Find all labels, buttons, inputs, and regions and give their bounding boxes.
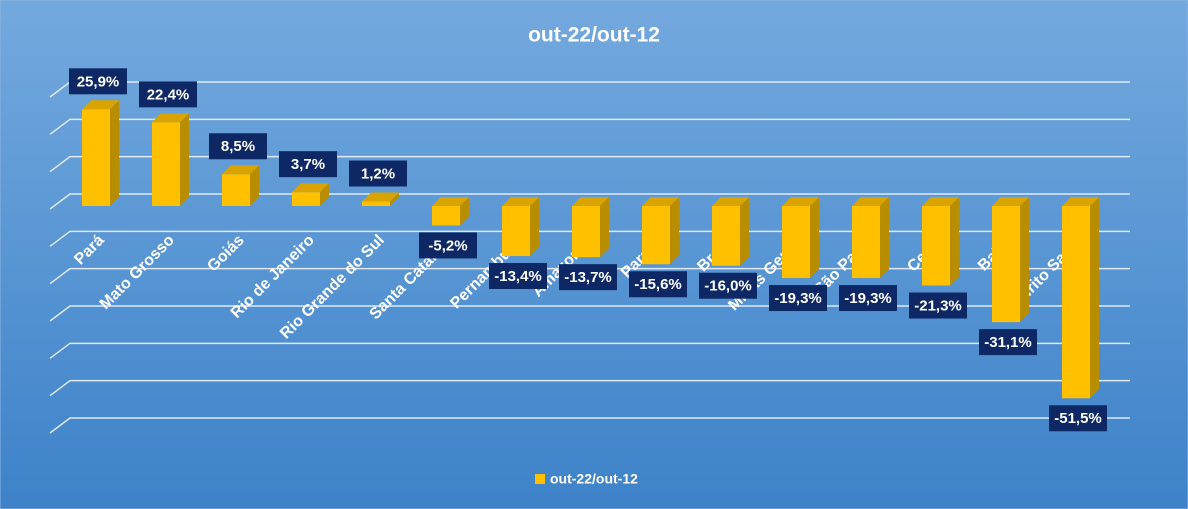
grid-line — [49, 267, 1130, 285]
bar-top — [222, 165, 259, 175]
bar-top — [432, 197, 469, 206]
value-label-box — [349, 160, 407, 187]
bar — [642, 206, 670, 265]
grid-line — [49, 417, 1130, 434]
bar-side — [1090, 197, 1099, 399]
legend-label: out-22/out-12 — [550, 471, 638, 487]
value-label: -5,2% — [428, 237, 467, 254]
value-label: 3,7% — [291, 156, 325, 173]
value-label-box — [699, 272, 757, 299]
value-label: -31,1% — [984, 334, 1032, 351]
bar-side — [600, 197, 609, 258]
value-label: 25,9% — [77, 73, 120, 90]
bar-side — [460, 197, 469, 226]
value-label-box — [489, 263, 547, 290]
bar-top — [502, 197, 539, 206]
bar — [82, 109, 110, 206]
bar — [922, 206, 950, 286]
value-label-box — [909, 292, 967, 319]
value-label: -19,3% — [774, 290, 822, 307]
value-label-box — [139, 81, 197, 108]
bar-side — [740, 197, 749, 266]
bar-top — [852, 197, 889, 206]
bar-top — [1062, 197, 1099, 206]
bar-side — [180, 113, 189, 206]
value-label-box — [1049, 405, 1107, 432]
bar — [782, 206, 810, 279]
value-label: -13,4% — [494, 268, 542, 285]
bar — [852, 206, 880, 279]
bar-side — [110, 100, 119, 206]
bar-side — [670, 197, 679, 265]
value-label: -15,6% — [634, 276, 682, 293]
bar — [222, 174, 250, 206]
value-label-box — [279, 151, 337, 178]
value-label: -13,7% — [564, 269, 612, 286]
bar-top — [782, 197, 819, 206]
bar — [152, 122, 180, 206]
grid-line — [49, 342, 1130, 359]
value-label: 1,2% — [361, 165, 395, 182]
bar — [362, 201, 390, 206]
bar-top — [922, 197, 959, 206]
grid-line — [49, 230, 1130, 247]
bar — [1062, 206, 1090, 399]
bar-top — [82, 100, 119, 110]
bar-side — [950, 197, 959, 286]
bar-top — [572, 197, 609, 206]
bar-top — [362, 192, 399, 202]
value-label: -19,3% — [844, 290, 892, 307]
value-label-box — [629, 271, 687, 298]
value-label: -51,5% — [1054, 410, 1102, 427]
bar-side — [320, 183, 329, 206]
value-label: 22,4% — [147, 86, 190, 103]
bar-top — [992, 197, 1029, 206]
bar-side — [530, 197, 539, 257]
bar — [712, 206, 740, 266]
bar — [432, 206, 460, 226]
grid-line — [49, 379, 1130, 397]
legend-swatch — [535, 474, 545, 484]
bar-side — [880, 197, 889, 279]
value-label-box — [839, 285, 897, 312]
bar-top — [292, 183, 329, 193]
value-label-box — [419, 232, 477, 259]
value-label-box — [769, 285, 827, 312]
bar — [502, 206, 530, 257]
bar-side — [390, 192, 399, 206]
value-label: -21,3% — [914, 297, 962, 314]
bar-side — [250, 165, 259, 206]
bar-side — [810, 197, 819, 279]
bar-top — [712, 197, 749, 206]
grid-line — [49, 155, 1130, 173]
bar-side — [1020, 197, 1029, 323]
bar-top — [152, 113, 189, 123]
value-label-box — [559, 264, 617, 291]
bar-top — [642, 197, 679, 206]
value-label-box — [69, 68, 127, 95]
chart-title: out-22/out-12 — [528, 24, 660, 47]
bar — [992, 206, 1020, 323]
bar — [572, 206, 600, 258]
grid-line — [49, 118, 1130, 135]
value-label: -16,0% — [704, 278, 752, 295]
grid-line — [49, 193, 1130, 210]
value-label: 8,5% — [221, 138, 255, 155]
bar — [292, 192, 320, 206]
value-label-box — [979, 329, 1037, 356]
value-label-box — [209, 133, 267, 160]
